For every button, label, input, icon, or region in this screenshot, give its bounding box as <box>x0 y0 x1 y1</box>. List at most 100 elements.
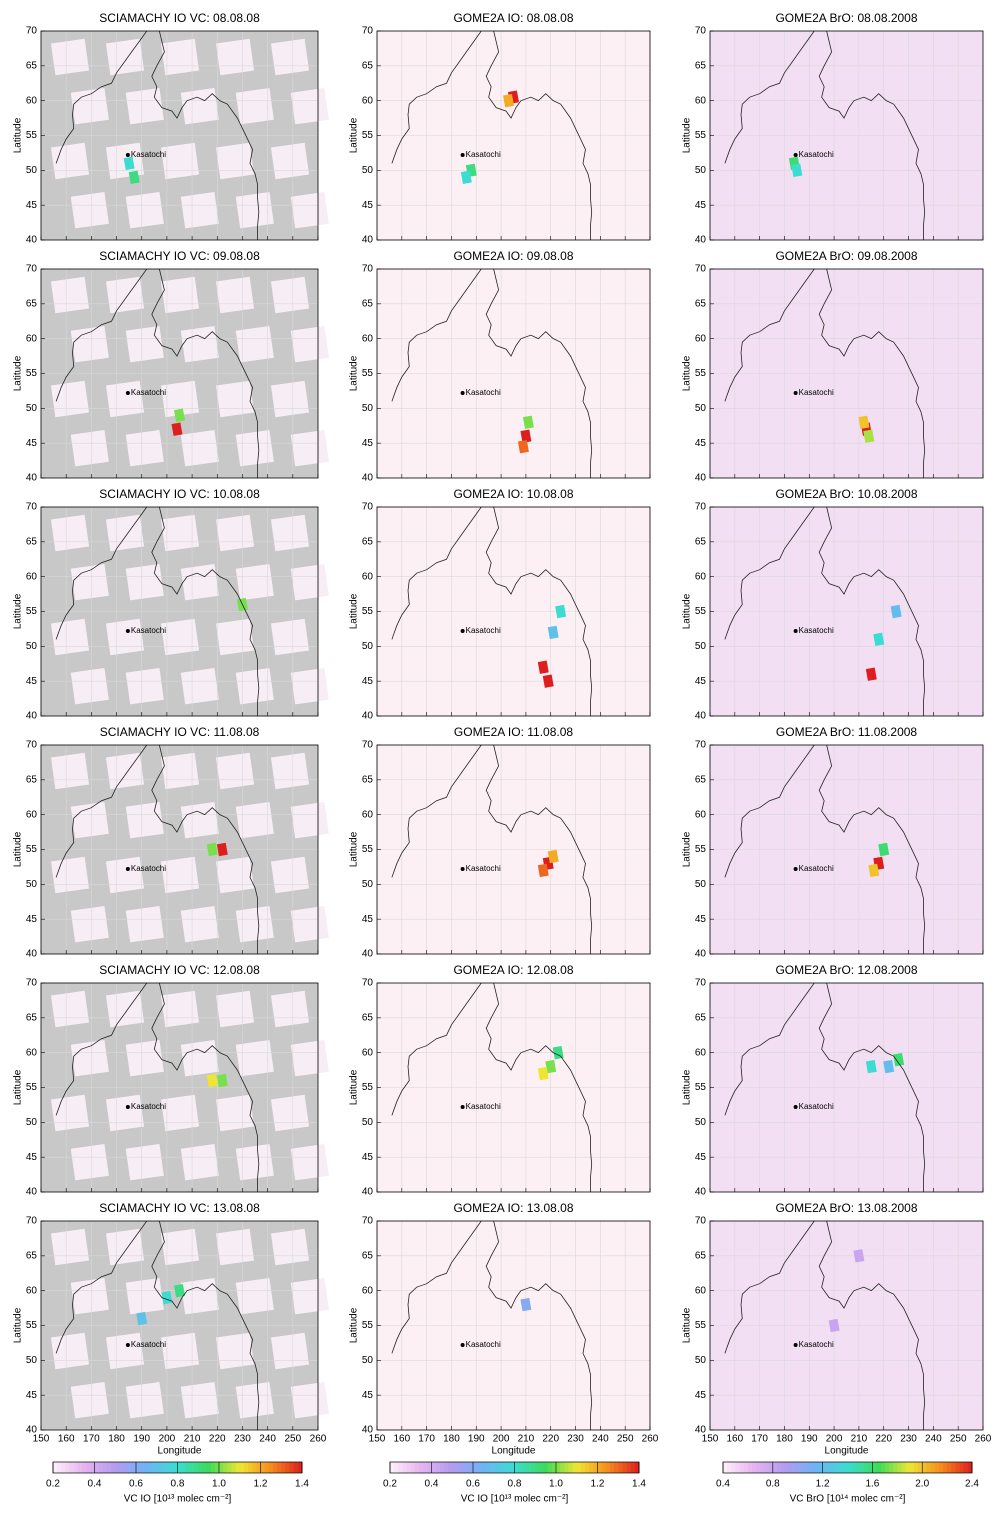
colorbar-cell <box>432 1462 437 1473</box>
chart-title: GOME2A IO: 08.08.08 <box>453 11 573 25</box>
colorbar-cell <box>922 1462 927 1473</box>
colorbar-cell <box>606 1462 611 1473</box>
swath-tile <box>291 802 329 838</box>
map-panel: 40455055606570KasatochiGOME2A BrO: 12.08… <box>682 963 983 1197</box>
y-tick-label: 60 <box>26 1047 38 1058</box>
colorbar-tick-label: 1.2 <box>254 1479 268 1490</box>
y-tick-label: 70 <box>362 502 374 513</box>
colorbar-tick-label: 1.2 <box>591 1479 605 1490</box>
colorbar-cell <box>227 1462 232 1473</box>
y-tick-label: 45 <box>362 914 374 925</box>
colorbar-cell <box>794 1462 799 1473</box>
y-tick-label: 50 <box>695 641 707 652</box>
colorbar-cell <box>165 1462 170 1473</box>
chart-title: GOME2A BrO: 13.08.2008 <box>775 1201 917 1215</box>
x-tick-label: 170 <box>83 1434 100 1445</box>
colorbar-cell <box>614 1462 619 1473</box>
colorbar-cell <box>527 1462 532 1473</box>
colorbar-cell <box>498 1462 503 1473</box>
colorbar-tick-label: 2.0 <box>915 1479 929 1490</box>
colorbar-tick-label: 1.0 <box>549 1479 563 1490</box>
annotation: Kasatochi <box>466 1102 501 1111</box>
colorbar-tick-label: 0.8 <box>508 1479 522 1490</box>
annotation: Kasatochi <box>799 1340 834 1349</box>
y-tick-label: 55 <box>26 368 38 379</box>
colorbar-cell <box>798 1462 803 1473</box>
colorbar-tick-label: 0.4 <box>425 1479 439 1490</box>
y-tick-label: 45 <box>695 1152 707 1163</box>
colorbar-cell <box>777 1462 782 1473</box>
map-panel: 1501601701801902002102202302402502604045… <box>349 1201 659 1456</box>
map-panel: 40455055606570KasatochiSCIAMACHY IO VC: … <box>13 11 329 245</box>
swath-tile <box>126 1040 164 1076</box>
colorbar-cell <box>860 1462 865 1473</box>
colorbar-cell <box>231 1462 236 1473</box>
colorbar-cell <box>581 1462 586 1473</box>
colorbar-cell <box>202 1462 207 1473</box>
chart-title: GOME2A BrO: 08.08.2008 <box>775 11 917 25</box>
swath-tile <box>106 753 144 789</box>
swath-tile <box>216 857 254 893</box>
y-tick-label: 60 <box>695 1285 707 1296</box>
chart-title: GOME2A BrO: 10.08.2008 <box>775 487 917 501</box>
colorbar-cell <box>244 1462 249 1473</box>
colorbar-cell <box>285 1462 290 1473</box>
x-tick-label: 190 <box>468 1434 485 1445</box>
colorbar-cell <box>70 1462 75 1473</box>
map-panel: 40455055606570KasatochiGOME2A BrO: 11.08… <box>682 725 983 959</box>
y-tick-label: 65 <box>695 774 707 785</box>
y-tick-label: 55 <box>695 844 707 855</box>
swath-tile <box>216 619 254 655</box>
colorbar-tick-label: 1.6 <box>865 1479 879 1490</box>
y-tick-label: 65 <box>362 774 374 785</box>
colorbar-cell <box>86 1462 91 1473</box>
x-tick-label: 230 <box>900 1434 917 1445</box>
colorbar-cell <box>964 1462 969 1473</box>
x-tick-label: 200 <box>826 1434 843 1445</box>
y-axis-label: Latitude <box>682 593 693 629</box>
y-tick-label: 65 <box>26 774 38 785</box>
colorbar-cell <box>939 1462 944 1473</box>
colorbar-cell <box>947 1462 952 1473</box>
colorbar-cell <box>752 1462 757 1473</box>
y-tick-label: 50 <box>26 641 38 652</box>
colorbar-cell <box>885 1462 890 1473</box>
x-tick-label: 260 <box>310 1434 327 1445</box>
y-tick-label: 50 <box>695 1355 707 1366</box>
y-tick-label: 70 <box>362 264 374 275</box>
y-tick-label: 40 <box>362 1187 374 1198</box>
y-tick-label: 40 <box>362 711 374 722</box>
annotation: Kasatochi <box>466 1340 501 1349</box>
y-tick-label: 55 <box>362 1320 374 1331</box>
colorbar-cell <box>573 1462 578 1473</box>
y-tick-label: 40 <box>362 1425 374 1436</box>
colorbar-cell <box>294 1462 299 1473</box>
colorbar-cell <box>78 1462 83 1473</box>
colorbar-cell <box>618 1462 623 1473</box>
swath-tile <box>181 564 219 600</box>
colorbar-cell <box>390 1462 395 1473</box>
y-tick-label: 45 <box>362 1390 374 1401</box>
volcano-marker <box>126 629 130 633</box>
y-axis-label: Latitude <box>13 117 24 153</box>
swath-tile <box>71 802 109 838</box>
colorbar-cell <box>124 1462 129 1473</box>
colorbar-cell <box>835 1462 840 1473</box>
volcano-marker <box>461 1105 465 1109</box>
y-tick-label: 45 <box>362 1152 374 1163</box>
colorbar-cell <box>602 1462 607 1473</box>
colorbar-cell <box>872 1462 877 1473</box>
colorbar-cell <box>785 1462 790 1473</box>
colorbar-cell <box>806 1462 811 1473</box>
x-axis-label: Longitude <box>492 1446 536 1457</box>
volcano-marker <box>794 391 798 395</box>
colorbar-cell <box>881 1462 886 1473</box>
swath-tile <box>51 515 89 551</box>
swath-tile <box>71 906 109 942</box>
y-tick-label: 40 <box>26 949 38 960</box>
y-tick-label: 60 <box>26 95 38 106</box>
colorbar-cell <box>914 1462 919 1473</box>
chart-title: GOME2A IO: 10.08.08 <box>453 487 573 501</box>
y-tick-label: 50 <box>362 403 374 414</box>
colorbar-cell <box>186 1462 191 1473</box>
